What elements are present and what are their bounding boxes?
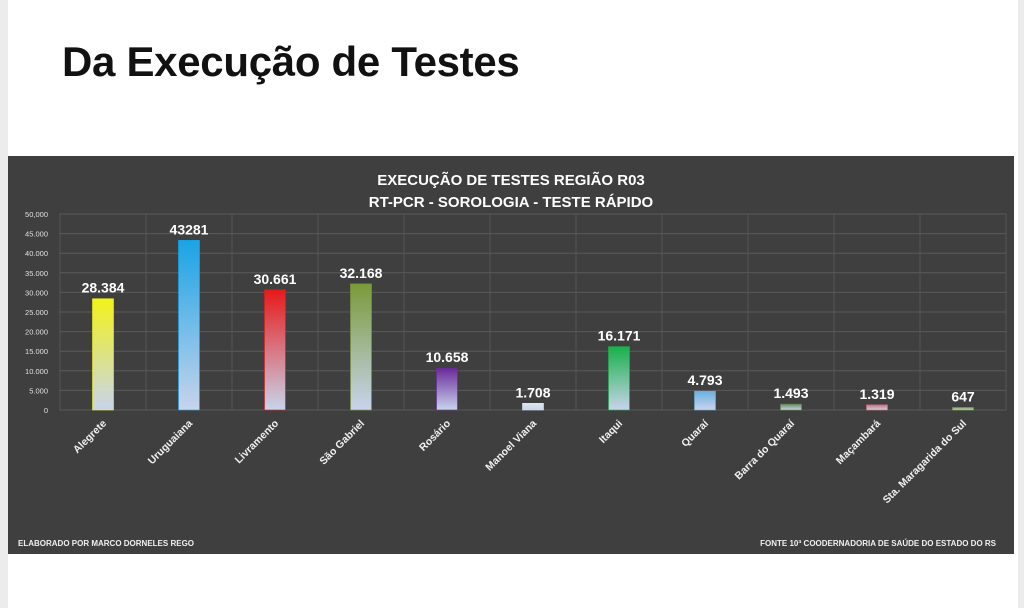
data-label: 28.384 [82,280,125,296]
x-tick-label: São Gabriel [317,418,367,468]
x-tick-label: Uruguaiana [146,418,195,467]
data-label: 1.708 [515,384,550,400]
footer-author: ELABORADO POR MARCO DORNELES REGO [18,539,195,548]
footer-source: FONTE 10ª COODERNADORIA DE SAÚDE DO ESTA… [760,539,996,548]
data-label: 647 [951,388,975,404]
chart-panel: EXECUÇÃO DE TESTES REGIÃO R03 RT-PCR - S… [8,156,1014,554]
bar-chart: EXECUÇÃO DE TESTES REGIÃO R03 RT-PCR - S… [25,171,1007,506]
y-tick-label: 15.000 [25,347,48,356]
bar-8 [780,403,802,411]
data-label: 30.661 [254,271,297,287]
data-label: 43281 [170,221,209,237]
bars-layer: 28.384 Alegrete 43281 Uruguaiana 30.661 Livra… [71,221,975,506]
page-border-right [1018,0,1024,608]
x-tick-label: Manoel Viana [483,418,539,474]
x-tick-label: Barra do Quaraí [733,417,798,482]
bar-3 [350,283,372,411]
y-tick-label: 5.000 [29,386,48,395]
x-tick-label: Itaqui [597,418,625,446]
data-label: 32.168 [340,265,383,281]
bar-4 [436,367,458,411]
bar-7 [694,390,716,411]
data-label: 1.319 [859,386,894,402]
x-tick-label: Quaraí [679,417,712,450]
bar-2 [264,289,286,411]
bar-10 [952,407,974,411]
bar-9 [866,404,888,411]
data-label: 16.171 [598,328,641,344]
x-tick-label: Rosário [417,418,453,454]
y-tick-label: 35.000 [25,269,48,278]
bar-0 [92,298,114,411]
y-tick-label: 40.000 [25,249,48,258]
y-tick-label: 50,000 [25,210,48,219]
page-title: Da Execução de Testes [62,38,520,85]
page-border-left [0,0,8,608]
y-tick-label: 45.000 [25,230,48,239]
x-tick-label: Sta. Maragarida do Sul [881,418,970,507]
bar-5 [522,403,544,411]
y-tick-label: 0 [44,406,48,415]
y-tick-label: 30.000 [25,288,48,297]
y-tick-label: 10.000 [25,367,48,376]
bar-6 [608,346,630,411]
data-label: 10.658 [426,349,469,365]
y-tick-label: 25.000 [25,308,48,317]
y-tick-label: 20.000 [25,328,48,337]
x-tick-label: Maçambará [834,418,883,467]
bar-1 [178,240,200,411]
x-tick-label: Livramento [233,418,282,467]
x-tick-label: Alegrete [71,418,109,456]
chart-title: EXECUÇÃO DE TESTES REGIÃO R03 [377,171,645,189]
data-label: 1.493 [773,385,808,401]
chart-subtitle: RT-PCR - SOROLOGIA - TESTE RÁPIDO [369,194,654,211]
grid-layer: 0 5.000 10.000 15.000 20.000 25.000 30.000 35.0… [25,210,1007,415]
data-label: 4.793 [687,372,722,388]
